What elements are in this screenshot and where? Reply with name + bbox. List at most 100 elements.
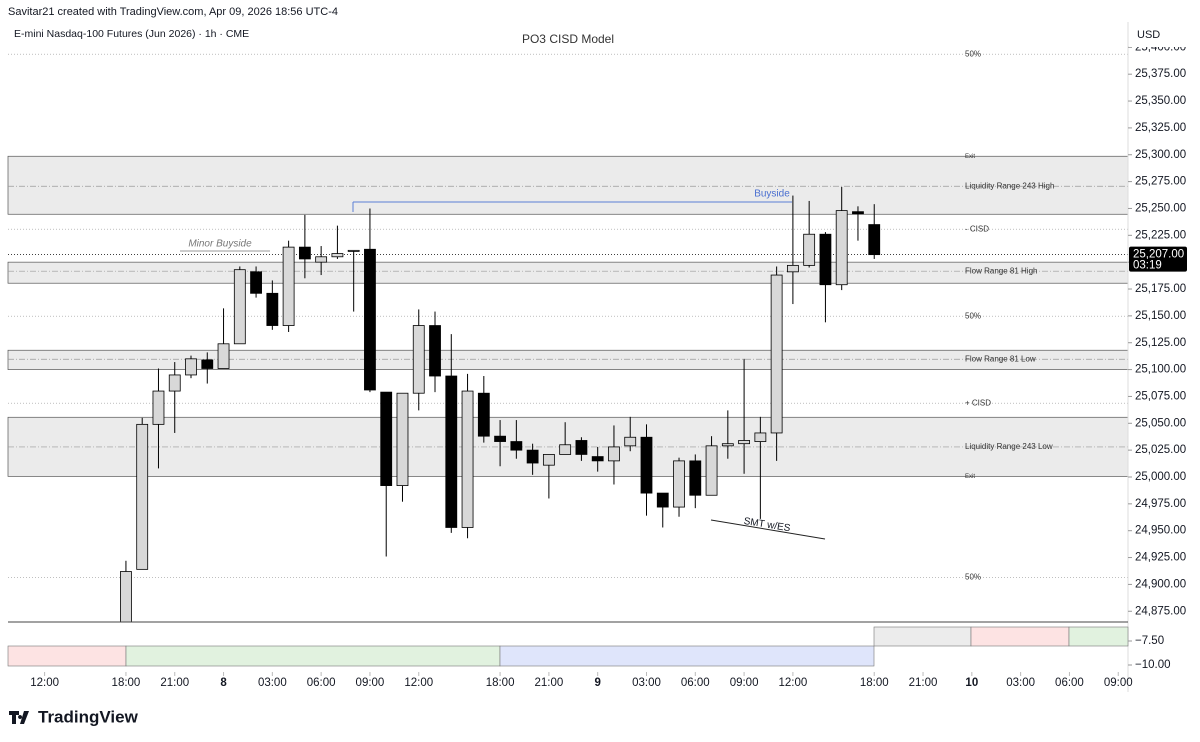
y-tick-label: 25,325.00 — [1135, 122, 1186, 134]
candle-body — [852, 211, 864, 215]
y-tick-label: 24,975.00 — [1135, 498, 1186, 510]
annotation: SMT w/ES — [743, 516, 792, 534]
y-tick-label: 25,050.00 — [1135, 417, 1186, 429]
candle-body — [266, 292, 279, 326]
y-tick-label: 25,125.00 — [1135, 337, 1186, 349]
x-tick-label: 21:00 — [909, 677, 938, 689]
level-label: 50% — [965, 311, 981, 320]
candle-body — [380, 391, 393, 486]
x-tick-label: 12:00 — [30, 677, 59, 689]
candle-body — [559, 444, 572, 455]
x-tick-label: 06:00 — [307, 677, 336, 689]
x-tick-label: 18:00 — [112, 677, 141, 689]
candle-body — [624, 436, 637, 447]
x-tick-label: 03:00 — [632, 677, 661, 689]
brand: TradingView — [38, 707, 139, 726]
x-tick-label: 18:00 — [486, 677, 515, 689]
credit: Savitar21 created with TradingView.com, … — [8, 6, 338, 18]
countdown: 03:19 — [1133, 260, 1162, 272]
y-tick-label: 25,250.00 — [1135, 202, 1186, 214]
level-label: 50% — [965, 49, 981, 58]
smt-line — [710, 519, 826, 540]
x-tick-label: 9 — [594, 677, 600, 689]
candle-body — [120, 571, 132, 622]
currency-box — [1129, 23, 1200, 47]
indicator-axis: −7.50 −10.00 — [1128, 635, 1171, 671]
candle-body — [429, 325, 441, 377]
candle-body — [510, 441, 523, 451]
candle-body — [461, 390, 474, 528]
candle-body — [835, 210, 848, 286]
last-price-box — [1129, 246, 1187, 272]
candle-body — [315, 256, 328, 263]
y-tick-label: 25,175.00 — [1135, 283, 1186, 295]
candle-body — [640, 436, 653, 494]
level-label: Flow Range 81 High — [965, 266, 1037, 275]
candle-body — [754, 432, 767, 442]
candles — [120, 186, 881, 622]
level-label: 50% — [965, 572, 981, 581]
candle-body — [721, 443, 734, 447]
candle-body — [526, 449, 539, 464]
level-label: Exit — [965, 474, 975, 480]
x-tick-label: 09:00 — [730, 677, 759, 689]
level-label: + CISD — [965, 398, 991, 407]
y-tick-label: 25,075.00 — [1135, 390, 1186, 402]
y-tick-label: 25,350.00 — [1135, 95, 1186, 107]
x-tick-label: 12:00 — [779, 677, 808, 689]
x-tick-label: 03:00 — [1006, 677, 1035, 689]
x-tick-label: 06:00 — [1055, 677, 1084, 689]
y-tick-label: −10.00 — [1135, 659, 1171, 671]
annotation: Buyside — [754, 189, 790, 200]
level-label: Liquidity Range 243 High — [965, 181, 1054, 190]
session-box — [499, 645, 875, 667]
time-axis: 12:00 18:00 21:00 8 03:00 06:00 09:00 12:00 18:0… — [30, 672, 1133, 689]
y-tick-label: 25,000.00 — [1135, 471, 1186, 483]
x-tick-label: 12:00 — [404, 677, 433, 689]
annotation: Minor Buyside — [188, 239, 252, 250]
y-tick-label: 24,875.00 — [1135, 605, 1186, 617]
candle-body — [347, 249, 360, 252]
y-tick-label: 24,900.00 — [1135, 578, 1186, 590]
x-tick-label: 06:00 — [681, 677, 710, 689]
candle-body — [868, 224, 881, 256]
session-box — [873, 626, 972, 647]
candle-body — [819, 233, 832, 286]
candle-body — [233, 269, 246, 345]
currency: USD — [1137, 29, 1160, 41]
x-tick-label: 18:00 — [860, 677, 889, 689]
candle-body — [575, 440, 588, 455]
candle-body — [201, 359, 214, 369]
y-tick-label: 25,375.00 — [1135, 68, 1186, 80]
y-tick-label: 25,150.00 — [1135, 310, 1186, 322]
level-label: Exit — [965, 154, 975, 160]
candle-body — [770, 274, 783, 434]
y-tick-label: 25,100.00 — [1135, 364, 1186, 376]
y-tick-label: 25,225.00 — [1135, 229, 1186, 241]
price-axis: 24,875.00 24,900.00 24,925.00 24,950.00 24,9… — [1128, 41, 1187, 617]
y-tick-label: 25,300.00 — [1135, 149, 1186, 161]
candle-body — [250, 271, 262, 294]
last-price-label: 25,207.00 — [1133, 249, 1184, 261]
level-label: - CISD — [965, 224, 989, 233]
y-tick-label: 24,950.00 — [1135, 525, 1186, 537]
candle-body — [412, 325, 425, 394]
candle-body — [152, 390, 165, 425]
x-tick-label: 8 — [220, 677, 227, 689]
candle-body — [803, 233, 816, 266]
level-label: Flow Range 81 Low — [965, 354, 1036, 363]
range-band — [7, 261, 1129, 284]
candle-body — [298, 246, 311, 260]
candle-body — [136, 423, 149, 570]
symbol: E-mini Nasdaq-100 Futures (Jun 2026) · 1… — [14, 28, 249, 40]
candle-body — [786, 264, 799, 273]
chart-title: PO3 CISD Model — [522, 32, 614, 46]
candle-body — [168, 374, 181, 392]
candle-body — [608, 446, 620, 462]
x-tick-label: 21:00 — [534, 677, 563, 689]
candle-body — [445, 375, 458, 528]
candle-body — [185, 358, 197, 376]
candle-body — [494, 435, 506, 442]
level-label: Liquidity Range 243 Low — [965, 442, 1053, 451]
